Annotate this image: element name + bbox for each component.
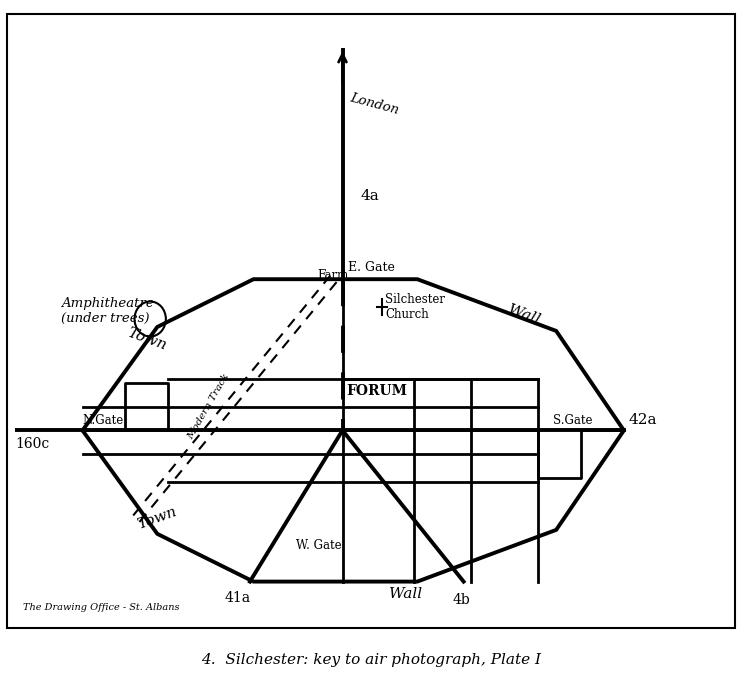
Text: Amphitheatre
(under trees): Amphitheatre (under trees) <box>61 297 154 325</box>
Text: N.Gate: N.Gate <box>82 414 124 427</box>
Text: 4.  Silchester: key to air photograph, Plate I: 4. Silchester: key to air photograph, Pl… <box>201 653 541 667</box>
Text: 160c: 160c <box>16 437 50 451</box>
Text: 4b: 4b <box>453 593 470 607</box>
Text: London: London <box>348 91 400 117</box>
Text: Town: Town <box>136 504 180 532</box>
Text: W. Gate: W. Gate <box>296 539 342 552</box>
Text: Farm: Farm <box>318 269 349 282</box>
Text: FORUM: FORUM <box>346 383 407 398</box>
Text: Silchester
Church: Silchester Church <box>385 293 445 321</box>
Text: Town: Town <box>125 325 168 353</box>
Text: 41a: 41a <box>225 591 251 604</box>
Text: S.Gate: S.Gate <box>553 414 592 427</box>
Text: The Drawing Office - St. Albans: The Drawing Office - St. Albans <box>24 604 180 613</box>
Text: 4a: 4a <box>361 189 379 202</box>
Text: 42a: 42a <box>629 413 657 427</box>
Text: Modern Track: Modern Track <box>186 372 231 441</box>
Text: Wall: Wall <box>389 587 422 600</box>
Text: E. Gate: E. Gate <box>348 261 395 274</box>
Text: Wall: Wall <box>506 303 542 327</box>
